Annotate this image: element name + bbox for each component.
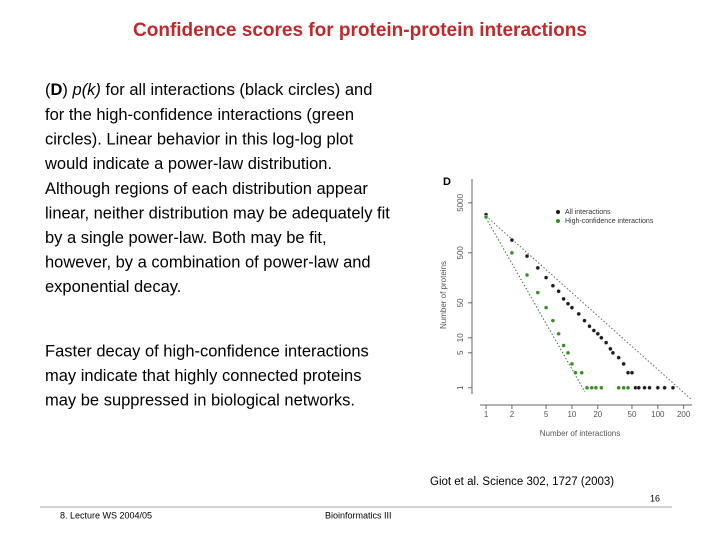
data-point	[599, 385, 604, 390]
data-point	[550, 318, 556, 323]
data-point	[595, 331, 600, 337]
data-point	[550, 283, 556, 288]
data-point	[629, 370, 635, 375]
data-point	[543, 305, 549, 310]
text-line: (D) p(k) for all interactions (black cir…	[45, 81, 372, 99]
y-tick-label: 5	[456, 350, 465, 355]
text-line: by a single power-law. Both may be fit,	[45, 229, 327, 247]
footer-center: Bioinformatics III	[325, 510, 392, 520]
data-point	[662, 385, 667, 390]
data-point	[593, 385, 599, 390]
x-tick-label: 5	[544, 410, 549, 419]
text-line: linear, neither distribution may be adeq…	[45, 204, 390, 222]
data-point	[589, 385, 594, 390]
data-point	[608, 346, 613, 352]
text-segment: p(k)	[72, 81, 101, 99]
x-tick-label: 20	[593, 410, 602, 419]
y-tick-label: 50	[456, 298, 465, 307]
data-point	[535, 290, 540, 295]
data-point	[565, 350, 571, 356]
panel-label: D	[443, 176, 451, 188]
data-point	[524, 253, 530, 259]
text-line: for the high-confidence interactions (gr…	[45, 106, 354, 124]
x-tick-label: 1	[484, 410, 489, 419]
data-point	[576, 311, 581, 317]
data-point	[610, 350, 616, 356]
figure: D Number of interactions Number of prote…	[420, 170, 710, 440]
text-line: would indicate a power-law distribution.	[44, 155, 332, 173]
citation: Giot et al. Science 302, 1727 (2003)	[430, 476, 614, 488]
text-segment: D	[51, 81, 63, 99]
data-point	[556, 289, 561, 294]
data-point	[565, 301, 571, 306]
y-tick-label: 500	[456, 246, 465, 260]
legend-label: All interactions	[565, 209, 611, 216]
y-axis-label: Number of proteins	[439, 261, 448, 329]
data-point	[483, 214, 489, 220]
data-point	[524, 272, 530, 278]
data-point	[535, 265, 540, 271]
x-tick-label: 10	[567, 410, 576, 419]
legend-marker	[556, 210, 560, 214]
text-segment: for all interactions (black circles) and	[101, 81, 372, 99]
slide-title: Confidence scores for protein-protein in…	[133, 20, 587, 41]
data-point	[569, 361, 575, 367]
y-tick-label: 5000	[456, 193, 465, 211]
data-point	[670, 385, 676, 390]
x-axis-label: Number of interactions	[540, 429, 620, 438]
legend-marker	[556, 219, 560, 223]
data-point	[543, 275, 549, 280]
data-point	[655, 385, 661, 390]
data-point	[616, 385, 621, 390]
text-line: Although regions of each distribution ap…	[45, 180, 368, 198]
data-point	[636, 385, 641, 390]
text-segment: )	[62, 81, 72, 99]
page-number: 16	[650, 493, 660, 503]
legend-label: High-confidence interactions	[565, 218, 654, 225]
data-point	[642, 385, 647, 390]
x-tick-label: 100	[651, 410, 665, 419]
data-point	[509, 237, 515, 243]
data-point	[561, 296, 566, 302]
data-point	[582, 318, 587, 323]
footer-left: 8. Lecture WS 2004/05	[60, 510, 152, 520]
data-point	[561, 343, 566, 348]
data-point	[647, 385, 652, 390]
data-point	[621, 385, 626, 390]
y-tick-label: 10	[456, 333, 465, 342]
text-line: however, by a combination of power-law a…	[45, 254, 371, 272]
text-segment: (	[45, 81, 51, 99]
data-point	[625, 385, 631, 390]
text-line: circles). Linear behavior in this log-lo…	[45, 131, 354, 149]
data-point	[603, 340, 609, 345]
text-line: exponential decay.	[45, 278, 181, 296]
data-point	[625, 370, 631, 375]
y-tick-label: 1	[456, 385, 465, 390]
figure-bg	[420, 170, 710, 440]
text-line: Faster decay of high-confidence interact…	[45, 342, 369, 360]
data-point	[591, 328, 597, 333]
data-point	[573, 370, 578, 375]
x-tick-label: 50	[628, 410, 637, 419]
data-point	[599, 335, 604, 340]
text-body: (D) p(k) for all interactions (black cir…	[44, 81, 390, 409]
text-line: may be suppressed in biological networks…	[45, 392, 355, 410]
data-point	[579, 370, 584, 375]
x-tick-label: 2	[510, 410, 515, 419]
data-point	[587, 324, 592, 329]
data-point	[569, 305, 575, 310]
data-point	[509, 250, 515, 256]
data-point	[584, 385, 590, 390]
x-tick-label: 200	[677, 410, 691, 419]
text-line: may indicate that highly connected prote…	[45, 367, 361, 385]
data-point	[621, 361, 626, 367]
fit-line	[485, 215, 693, 401]
data-point	[616, 355, 621, 360]
data-point	[556, 331, 561, 337]
